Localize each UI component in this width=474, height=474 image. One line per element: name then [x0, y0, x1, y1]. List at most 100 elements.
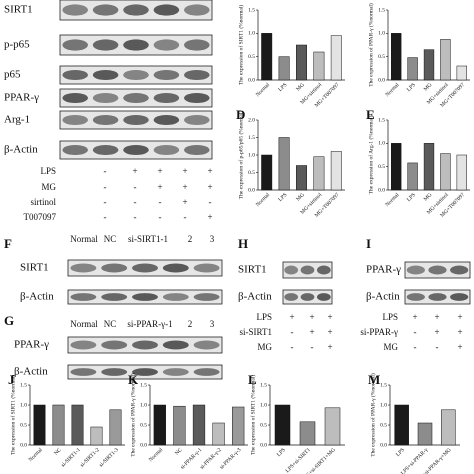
- blot-band: [153, 92, 180, 104]
- y-tick-label: 1.5: [140, 382, 147, 388]
- x-tick-label: MG: [295, 82, 306, 93]
- lane-label: Normal: [70, 319, 98, 329]
- condition-sign: -: [414, 342, 417, 352]
- x-tick-label: LPS: [406, 82, 417, 93]
- y-tick-label: 0.0: [248, 187, 255, 193]
- bar: [391, 33, 402, 81]
- y-tick-label: 0.0: [260, 442, 267, 448]
- y-tick-label: 0.5: [378, 164, 385, 170]
- blot-band: [92, 144, 119, 156]
- x-tick-label: MG: [295, 192, 306, 203]
- blot-band: [123, 114, 149, 126]
- blot-label: SIRT1: [238, 264, 267, 276]
- blot-label: β-Actin: [366, 291, 400, 303]
- bar: [261, 33, 273, 81]
- y-tick-label: 1.0: [378, 141, 385, 147]
- condition-sign: +: [309, 312, 314, 322]
- x-tick-label: LPS: [395, 447, 406, 458]
- y-tick-label: 0.5: [248, 170, 255, 176]
- y-tick-label: 1.5: [260, 382, 267, 388]
- blot-band: [450, 293, 469, 301]
- blot-band: [162, 263, 189, 273]
- blot-band: [162, 340, 189, 350]
- y-tick-label: 2.0: [248, 117, 255, 123]
- blot-band: [316, 293, 331, 301]
- y-tick-label: 0.5: [20, 422, 27, 428]
- x-tick-label: si-SIRT1-1: [60, 447, 82, 469]
- x-tick-label: Normal: [255, 82, 271, 98]
- bar: [278, 56, 290, 81]
- bar: [423, 143, 435, 191]
- lane-label: NC: [104, 234, 117, 244]
- panel-letter: D: [236, 107, 245, 122]
- blot-band: [450, 265, 469, 275]
- panel-letter: G: [4, 313, 14, 328]
- y-tick-label: 1.5: [20, 382, 27, 388]
- bar: [296, 165, 307, 191]
- y-tick-label: 0.0: [140, 442, 147, 448]
- y-tick-label: 1.0: [20, 402, 27, 408]
- condition-sign: -: [291, 342, 294, 352]
- x-tick-label: LPS: [277, 82, 288, 93]
- condition-sign: -: [311, 342, 314, 352]
- bar: [417, 422, 433, 446]
- x-tick-label: NC: [53, 447, 63, 457]
- condition-sign: +: [457, 312, 462, 322]
- condition-sign: -: [104, 212, 107, 222]
- blot-label: PPAR-γ: [14, 339, 49, 351]
- y-tick-label: 1.5: [380, 382, 387, 388]
- condition-sign: -: [414, 327, 417, 337]
- x-tick-label: si-SIRT1-3: [98, 447, 120, 469]
- x-tick-label: si-SIRT1-2: [79, 447, 101, 469]
- blot-band: [184, 92, 210, 104]
- blot-band: [123, 144, 149, 156]
- blot-band: [153, 144, 180, 156]
- x-tick-label: Normal: [148, 447, 164, 463]
- blot-band: [428, 265, 447, 275]
- bar: [153, 404, 166, 446]
- lane-label: 3: [210, 234, 215, 244]
- blot-band: [132, 368, 158, 376]
- blot-label: Arg-1: [4, 114, 30, 126]
- blot-label: PPAR-γ: [366, 264, 401, 276]
- blot-band: [406, 265, 425, 275]
- blot-band: [123, 92, 149, 104]
- condition-sign: +: [132, 166, 137, 176]
- blot-label: β-Actin: [20, 291, 54, 303]
- condition-name: LPS: [256, 312, 272, 322]
- panel-letter: H: [238, 236, 248, 251]
- condition-sign: -: [436, 342, 439, 352]
- blot-band: [101, 340, 128, 350]
- blot-band: [184, 69, 210, 81]
- y-tick-label: 0.0: [378, 77, 385, 83]
- x-tick-label: NC: [174, 447, 184, 457]
- blot-band: [153, 4, 180, 16]
- bar: [330, 151, 342, 191]
- lane-label: 3: [210, 319, 215, 329]
- condition-name: MG: [257, 342, 272, 352]
- lane-label: NC: [104, 319, 117, 329]
- blot-band: [193, 263, 220, 273]
- bar: [456, 65, 467, 81]
- y-tick-label: 0.0: [248, 77, 255, 83]
- x-tick-label: MG: [423, 192, 434, 203]
- blot-band: [92, 92, 119, 104]
- panel-letter: M: [368, 372, 380, 387]
- blot-band: [300, 265, 315, 275]
- bar: [212, 422, 225, 446]
- blot-band: [62, 39, 88, 51]
- lane-label: 2: [188, 319, 193, 329]
- condition-sign: -: [291, 327, 294, 337]
- panel-letter: E: [366, 107, 375, 122]
- condition-name: LPS: [382, 312, 398, 322]
- bar: [278, 137, 290, 191]
- condition-sign: +: [412, 312, 417, 322]
- condition-name: si-SIRT1: [240, 327, 272, 337]
- blot-band: [92, 4, 119, 16]
- condition-sign: -: [104, 182, 107, 192]
- condition-sign: -: [134, 197, 137, 207]
- y-axis-label: The expression of p-p65/p65 (%normal): [237, 111, 244, 200]
- bar: [423, 49, 435, 81]
- y-axis-label: The expression of SIRT1 (%normal): [9, 375, 16, 455]
